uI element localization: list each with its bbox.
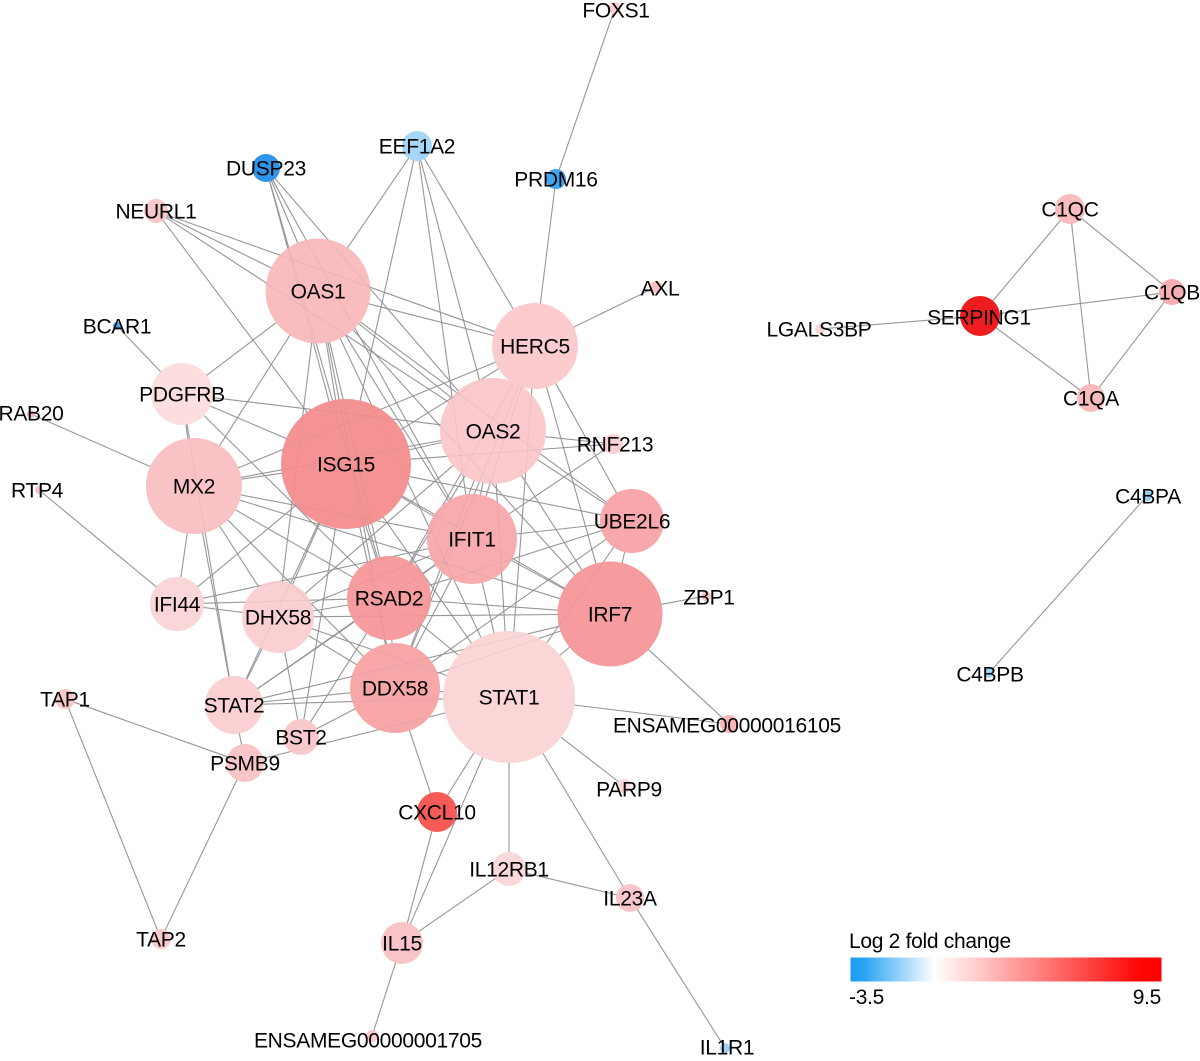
svg-text:RNF213: RNF213 xyxy=(577,434,653,457)
svg-text:STAT2: STAT2 xyxy=(204,695,265,718)
svg-text:Log 2 fold change: Log 2 fold change xyxy=(849,930,1011,953)
svg-text:PARP9: PARP9 xyxy=(596,779,662,802)
svg-text:DDX58: DDX58 xyxy=(362,678,428,701)
svg-text:IL1R1: IL1R1 xyxy=(700,1037,755,1057)
svg-text:RAB20: RAB20 xyxy=(0,403,64,426)
svg-text:PDGFRB: PDGFRB xyxy=(139,384,225,407)
svg-text:C1QA: C1QA xyxy=(1063,388,1119,411)
svg-text:IL12RB1: IL12RB1 xyxy=(469,859,549,882)
svg-text:IFI44: IFI44 xyxy=(154,594,201,617)
svg-text:AXL: AXL xyxy=(641,278,680,301)
svg-text:STAT1: STAT1 xyxy=(479,687,540,710)
svg-text:BCAR1: BCAR1 xyxy=(83,316,152,339)
svg-text:ENSAMEG00000016105: ENSAMEG00000016105 xyxy=(613,715,841,738)
svg-text:BST2: BST2 xyxy=(275,727,326,750)
svg-text:IRF7: IRF7 xyxy=(588,604,632,627)
svg-text:EEF1A2: EEF1A2 xyxy=(379,136,455,159)
svg-text:IL15: IL15 xyxy=(382,933,422,956)
svg-text:-3.5: -3.5 xyxy=(849,986,884,1009)
svg-text:PSMB9: PSMB9 xyxy=(210,753,280,776)
svg-text:C1QC: C1QC xyxy=(1041,199,1098,222)
svg-text:9.5: 9.5 xyxy=(1133,986,1161,1009)
svg-text:DHX58: DHX58 xyxy=(245,607,311,630)
svg-text:C4BPB: C4BPB xyxy=(956,664,1023,687)
svg-text:ZBP1: ZBP1 xyxy=(683,587,734,610)
svg-text:LGALS3BP: LGALS3BP xyxy=(767,319,872,342)
svg-text:RTP4: RTP4 xyxy=(11,480,64,503)
svg-text:FOXS1: FOXS1 xyxy=(582,0,649,23)
svg-text:PRDM16: PRDM16 xyxy=(514,169,597,192)
svg-text:C1QB: C1QB xyxy=(1144,282,1200,305)
svg-text:IL23A: IL23A xyxy=(603,888,657,911)
svg-text:OAS2: OAS2 xyxy=(466,421,521,444)
svg-text:ENSAMEG00000001705: ENSAMEG00000001705 xyxy=(254,1030,482,1053)
svg-text:CXCL10: CXCL10 xyxy=(398,802,476,825)
svg-text:HERC5: HERC5 xyxy=(500,336,570,359)
svg-text:C4BPA: C4BPA xyxy=(1115,486,1181,509)
svg-text:NEURL1: NEURL1 xyxy=(115,201,196,224)
svg-text:RSAD2: RSAD2 xyxy=(355,588,424,611)
svg-text:TAP2: TAP2 xyxy=(136,929,186,952)
svg-text:DUSP23: DUSP23 xyxy=(226,158,306,181)
svg-text:OAS1: OAS1 xyxy=(291,281,346,304)
svg-text:TAP1: TAP1 xyxy=(40,689,90,712)
svg-text:IFIT1: IFIT1 xyxy=(448,529,496,552)
svg-text:ISG15: ISG15 xyxy=(317,454,375,477)
svg-text:MX2: MX2 xyxy=(173,476,215,499)
svg-text:UBE2L6: UBE2L6 xyxy=(594,511,670,534)
svg-text:SERPING1: SERPING1 xyxy=(927,307,1031,330)
